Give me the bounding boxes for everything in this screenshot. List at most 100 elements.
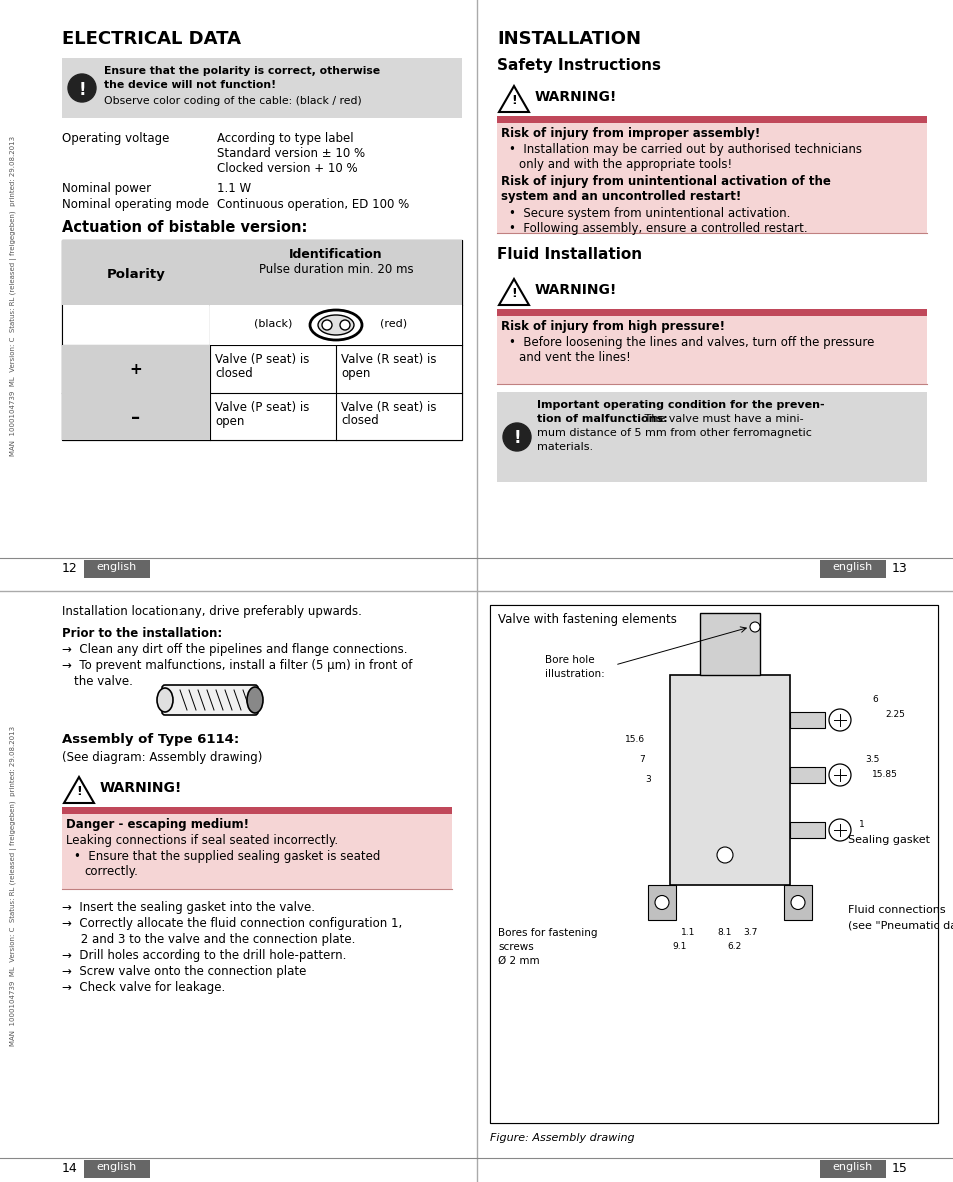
Text: →  Clean any dirt off the pipelines and flange connections.: → Clean any dirt off the pipelines and f… xyxy=(62,643,407,656)
Bar xyxy=(789,821,824,838)
Text: the valve.: the valve. xyxy=(74,675,132,688)
Text: english: english xyxy=(832,561,872,572)
Text: screws: screws xyxy=(497,942,533,952)
Text: Installation location:: Installation location: xyxy=(62,605,182,618)
Text: According to type label: According to type label xyxy=(216,132,354,145)
Text: open: open xyxy=(214,415,244,428)
Text: Prior to the installation:: Prior to the installation: xyxy=(62,626,222,639)
Text: only and with the appropriate tools!: only and with the appropriate tools! xyxy=(518,158,731,171)
Text: !: ! xyxy=(511,287,517,300)
Text: •  Installation may be carried out by authorised technicians: • Installation may be carried out by aut… xyxy=(509,143,862,156)
Text: Nominal operating mode: Nominal operating mode xyxy=(62,199,209,212)
Text: •  Before loosening the lines and valves, turn off the pressure: • Before loosening the lines and valves,… xyxy=(509,336,874,349)
Circle shape xyxy=(655,896,668,909)
Text: Danger - escaping medium!: Danger - escaping medium! xyxy=(66,818,249,831)
Text: 13: 13 xyxy=(891,561,907,574)
Ellipse shape xyxy=(157,688,172,712)
Bar xyxy=(789,712,824,728)
Text: Clocked version + 10 %: Clocked version + 10 % xyxy=(216,162,357,175)
Text: mum distance of 5 mm from other ferromagnetic: mum distance of 5 mm from other ferromag… xyxy=(537,428,811,439)
Bar xyxy=(820,560,885,578)
Text: (see "Pneumatic data"): (see "Pneumatic data") xyxy=(847,920,953,930)
Text: closed: closed xyxy=(214,366,253,379)
Text: english: english xyxy=(97,561,137,572)
Text: (See diagram: Assembly drawing): (See diagram: Assembly drawing) xyxy=(62,751,262,764)
Text: Risk of injury from high pressure!: Risk of injury from high pressure! xyxy=(500,320,724,333)
Text: MAN  1000104739  ML  Version: C  Status: RL (released | freigegeben)  printed: 2: MAN 1000104739 ML Version: C Status: RL … xyxy=(10,136,17,456)
Text: Sealing gasket: Sealing gasket xyxy=(847,834,929,845)
Bar xyxy=(62,240,461,305)
Text: Valve (R seat) is: Valve (R seat) is xyxy=(340,353,436,366)
Text: 1.1: 1.1 xyxy=(680,928,695,937)
Ellipse shape xyxy=(247,687,263,713)
Text: Observe color coding of the cable: (black / red): Observe color coding of the cable: (blac… xyxy=(104,96,361,106)
Text: Valve (P seat) is: Valve (P seat) is xyxy=(214,401,309,414)
Text: Important operating condition for the preven-: Important operating condition for the pr… xyxy=(537,400,823,410)
Text: +: + xyxy=(130,362,142,377)
Text: Fluid connections: Fluid connections xyxy=(847,905,944,915)
Text: Leaking connections if seal seated incorrectly.: Leaking connections if seal seated incor… xyxy=(66,834,337,847)
Bar xyxy=(647,885,676,920)
Text: Fluid Installation: Fluid Installation xyxy=(497,247,641,262)
Text: Valve (P seat) is: Valve (P seat) is xyxy=(214,353,309,366)
Bar xyxy=(497,116,926,123)
Text: correctly.: correctly. xyxy=(84,865,138,878)
Text: Polarity: Polarity xyxy=(107,268,165,281)
Text: 6.2: 6.2 xyxy=(727,942,741,952)
Text: Safety Instructions: Safety Instructions xyxy=(497,58,660,73)
Bar xyxy=(84,1160,150,1178)
Text: Standard version ± 10 %: Standard version ± 10 % xyxy=(216,147,365,160)
Polygon shape xyxy=(498,86,529,112)
Text: →  To prevent malfunctions, install a filter (5 μm) in front of: → To prevent malfunctions, install a fil… xyxy=(62,660,412,673)
Text: materials.: materials. xyxy=(537,442,593,452)
Circle shape xyxy=(322,320,332,330)
Bar xyxy=(62,345,210,392)
Text: english: english xyxy=(97,1162,137,1173)
Text: Risk of injury from improper assembly!: Risk of injury from improper assembly! xyxy=(500,126,760,139)
Circle shape xyxy=(749,622,760,632)
Text: 15.85: 15.85 xyxy=(871,769,897,779)
Text: Valve (R seat) is: Valve (R seat) is xyxy=(340,401,436,414)
Text: Figure: Assembly drawing: Figure: Assembly drawing xyxy=(490,1134,634,1143)
Bar xyxy=(497,309,926,316)
Bar xyxy=(62,807,452,814)
Bar xyxy=(490,605,937,1123)
Text: (red): (red) xyxy=(379,319,407,329)
Text: Pulse duration min. 20 ms: Pulse duration min. 20 ms xyxy=(258,264,413,277)
Text: WARNING!: WARNING! xyxy=(535,90,617,104)
Text: Ø 2 mm: Ø 2 mm xyxy=(497,956,539,966)
Text: •  Ensure that the supplied sealing gasket is seated: • Ensure that the supplied sealing gaske… xyxy=(74,850,380,863)
Text: The valve must have a mini-: The valve must have a mini- xyxy=(640,414,802,424)
Text: 3.5: 3.5 xyxy=(864,755,879,764)
Bar xyxy=(62,240,461,440)
Bar xyxy=(497,123,926,233)
Text: !: ! xyxy=(76,785,82,798)
Text: open: open xyxy=(340,366,370,379)
Bar xyxy=(497,392,926,482)
Text: 14: 14 xyxy=(62,1162,77,1175)
Text: Operating voltage: Operating voltage xyxy=(62,132,170,145)
Bar xyxy=(497,316,926,384)
Text: !: ! xyxy=(511,95,517,108)
Circle shape xyxy=(68,74,96,102)
Text: 15: 15 xyxy=(891,1162,907,1175)
Text: 1: 1 xyxy=(859,820,864,829)
Text: Actuation of bistable version:: Actuation of bistable version: xyxy=(62,220,307,235)
Text: 6: 6 xyxy=(871,695,877,704)
Text: closed: closed xyxy=(340,415,378,428)
Circle shape xyxy=(790,896,804,909)
Text: 3.7: 3.7 xyxy=(742,928,757,937)
Text: Valve with fastening elements: Valve with fastening elements xyxy=(497,613,677,626)
Text: 2.25: 2.25 xyxy=(884,710,904,719)
Text: →  Check valve for leakage.: → Check valve for leakage. xyxy=(62,981,225,994)
Text: INSTALLATION: INSTALLATION xyxy=(497,30,640,48)
Text: Assembly of Type 6114:: Assembly of Type 6114: xyxy=(62,733,239,746)
Text: (black): (black) xyxy=(253,319,292,329)
Text: ELECTRICAL DATA: ELECTRICAL DATA xyxy=(62,30,241,48)
Polygon shape xyxy=(498,279,529,305)
Text: MAN  1000104739  ML  Version: C  Status: RL (released | freigegeben)  printed: 2: MAN 1000104739 ML Version: C Status: RL … xyxy=(10,726,17,1046)
Bar xyxy=(783,885,811,920)
Text: →  Screw valve onto the connection plate: → Screw valve onto the connection plate xyxy=(62,965,306,978)
Text: 15.6: 15.6 xyxy=(624,735,644,743)
Text: 12: 12 xyxy=(62,561,77,574)
